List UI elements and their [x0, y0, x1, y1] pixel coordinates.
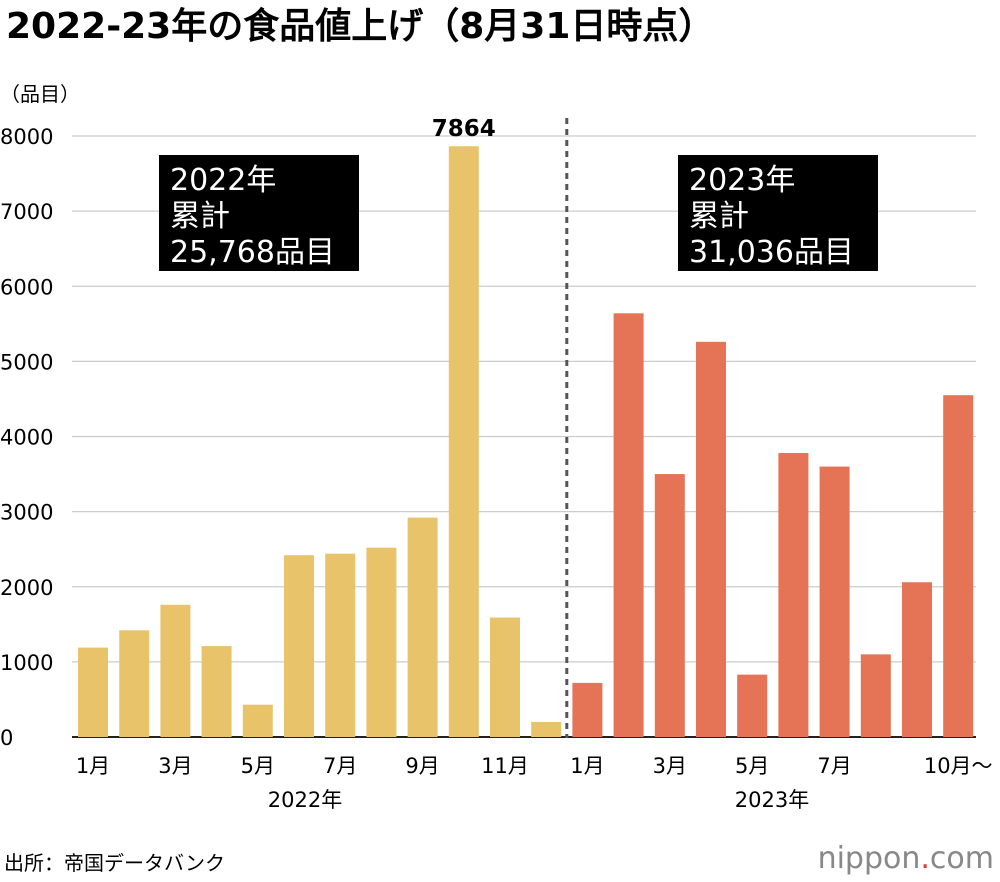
- bar-2022-4: [201, 646, 232, 737]
- y-tick-label: 5000: [0, 350, 53, 374]
- bar-2022-12: [531, 721, 562, 737]
- x-tick-label: 10月〜: [924, 754, 993, 778]
- summary-box-2023-background: [678, 155, 878, 271]
- y-axis-unit-label: （品目）: [0, 82, 80, 106]
- summary-2022-total: 25,768品目: [170, 235, 335, 270]
- x-tick-label: 3月: [653, 754, 687, 778]
- summary-2022-label: 累計: [170, 199, 230, 234]
- brand-logo-text: nippon.com: [818, 841, 994, 876]
- bar-2022-11: [490, 617, 520, 737]
- bar-2022-8: [366, 547, 397, 737]
- bar-2023-2: [613, 313, 644, 737]
- y-tick-label: 6000: [0, 275, 53, 299]
- bar-2022-1: [78, 647, 108, 737]
- x-tick-label: 1月: [570, 754, 604, 778]
- x-tick-label: 11月: [481, 754, 529, 778]
- x-tick-label: 9月: [405, 754, 439, 778]
- x-axis-year-label-2022: 2022年: [268, 788, 342, 812]
- summary-box-2022: 2022年 累計 25,768品目: [159, 155, 359, 271]
- y-tick-label: 8000: [0, 125, 53, 149]
- summary-box-2022-background: [159, 155, 359, 271]
- bar-2023-3: [654, 474, 685, 737]
- bar-2023-7: [819, 466, 850, 737]
- y-tick-label: 4000: [0, 426, 53, 450]
- peak-value-label: 7864: [432, 116, 496, 142]
- x-axis-ticks: 1月 3月 5月 7月 9月 11月 1月 3月 5月 7月 10月〜: [76, 754, 993, 778]
- bar-2023-1: [572, 682, 603, 737]
- y-tick-label: 0: [0, 726, 13, 750]
- summary-2023-label: 累計: [689, 199, 749, 234]
- y-tick-label: 3000: [0, 501, 53, 525]
- bar-2022-2: [119, 630, 150, 737]
- bar-2022-6: [284, 555, 314, 737]
- bar-2023-6: [778, 453, 809, 737]
- summary-2022-year: 2022年: [170, 163, 276, 198]
- y-axis-ticks: 0 1000 2000 3000 4000 5000 6000 7000 8000: [0, 125, 53, 750]
- summary-2023-year: 2023年: [689, 163, 795, 198]
- chart-title: 2022-23年の食品値上げ（8月31日時点）: [6, 6, 714, 47]
- bars: [78, 146, 974, 738]
- bar-2023-10: [943, 395, 974, 737]
- summary-box-2023: 2023年 累計 31,036品目: [678, 155, 878, 271]
- x-tick-label: 7月: [323, 754, 357, 778]
- y-tick-label: 1000: [0, 651, 53, 675]
- x-tick-label: 5月: [735, 754, 769, 778]
- bar-2022-3: [160, 604, 191, 737]
- y-tick-label: 7000: [0, 200, 53, 224]
- bar-2022-7: [325, 553, 356, 737]
- y-tick-label: 2000: [0, 576, 53, 600]
- x-tick-label: 5月: [241, 754, 275, 778]
- bar-2022-5: [242, 704, 273, 737]
- bar-2023-9: [902, 582, 932, 737]
- brand-logo: nippon.com: [818, 841, 994, 876]
- x-axis-year-label-2023: 2023年: [735, 788, 809, 812]
- bar-2023-8: [860, 654, 891, 737]
- source-credit: 出所：帝国データバンク: [4, 851, 225, 875]
- x-tick-label: 3月: [158, 754, 192, 778]
- bar-2022-10: [448, 146, 479, 738]
- bar-2022-9: [407, 517, 438, 737]
- bar-2023-5: [737, 674, 768, 737]
- x-tick-label: 1月: [76, 754, 110, 778]
- summary-2023-total: 31,036品目: [689, 235, 854, 270]
- bar-2023-4: [696, 341, 726, 737]
- x-tick-label: 7月: [817, 754, 851, 778]
